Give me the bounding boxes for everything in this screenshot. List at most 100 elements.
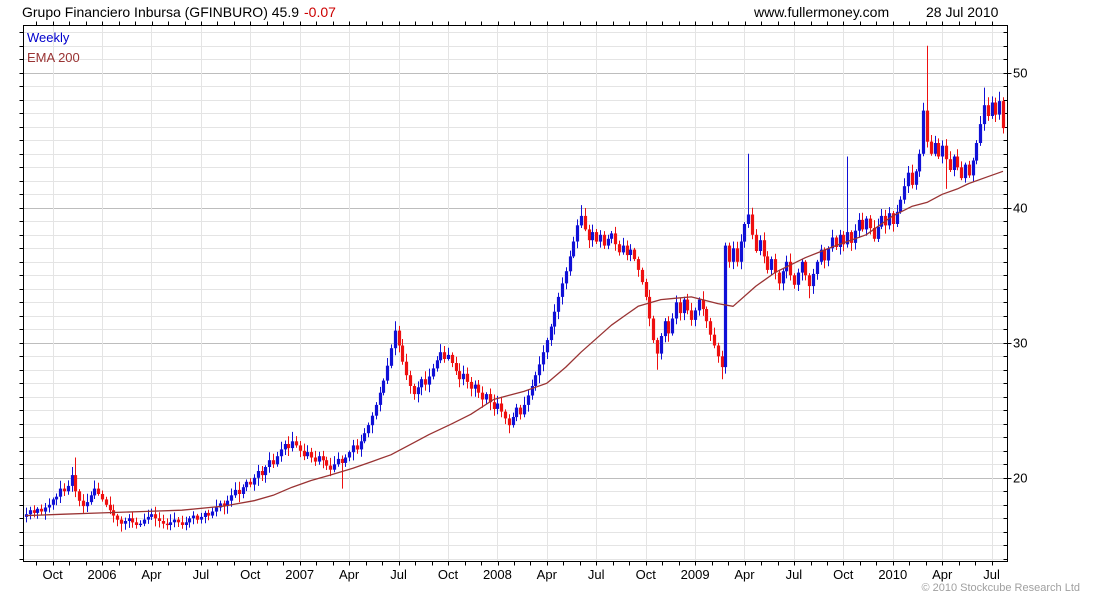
candle-body xyxy=(872,228,877,239)
candle-body xyxy=(727,245,732,262)
candle-body xyxy=(267,460,272,467)
candle-body xyxy=(130,518,135,523)
candle-body xyxy=(762,240,767,257)
candle-body xyxy=(822,249,827,261)
x-tick-label: Apr xyxy=(734,567,755,582)
candle-body xyxy=(465,373,470,382)
candle-body xyxy=(792,275,797,285)
candle-body xyxy=(933,143,938,154)
candle-body xyxy=(218,503,223,508)
candle-body xyxy=(195,515,200,520)
candle-body xyxy=(252,477,257,485)
y-tick-label: 40 xyxy=(1013,200,1027,215)
x-tick-label: Oct xyxy=(240,567,261,582)
candle-body xyxy=(819,249,824,262)
candle-body xyxy=(663,321,668,337)
candle-body xyxy=(256,471,261,478)
candle-body xyxy=(393,330,398,349)
x-tick-label: 2007 xyxy=(285,567,314,582)
candle-body xyxy=(803,261,808,276)
candle-body xyxy=(180,522,185,525)
candle-body xyxy=(940,145,945,157)
candle-body xyxy=(149,514,154,517)
candle-body xyxy=(321,456,326,461)
chart-date: 28 Jul 2010 xyxy=(926,4,999,20)
candle-body xyxy=(378,392,383,405)
candle-body xyxy=(898,199,903,212)
y-tick-labels: 20 30 40 50 xyxy=(1013,65,1027,485)
candle-body xyxy=(450,354,455,363)
candle-body xyxy=(351,445,356,453)
candle-body xyxy=(769,259,774,270)
candle-body xyxy=(788,261,793,276)
candle-body xyxy=(800,261,805,273)
candle-body xyxy=(362,433,367,442)
candle-body xyxy=(765,256,770,270)
candle-body xyxy=(408,375,413,386)
candle-body xyxy=(678,302,683,314)
candle-body xyxy=(849,232,854,243)
x-tick-label: Jul xyxy=(786,567,803,582)
candle-body xyxy=(583,215,588,230)
candle-body xyxy=(704,309,709,322)
candle-body xyxy=(495,403,500,409)
candle-body xyxy=(959,167,964,179)
candles xyxy=(24,45,1006,532)
candle-body xyxy=(708,321,713,335)
candle-body xyxy=(522,404,527,415)
website-text: www.fullermoney.com xyxy=(754,4,890,20)
y-tick-label: 50 xyxy=(1013,65,1027,80)
candle-body xyxy=(123,521,128,524)
legend-ema-label: EMA 200 xyxy=(27,50,80,65)
legend-weekly-label: Weekly xyxy=(27,30,70,45)
candle-body xyxy=(457,371,462,380)
candle-body xyxy=(613,233,618,245)
x-tick-label: Apr xyxy=(141,567,162,582)
candle-body xyxy=(971,160,976,176)
candle-body xyxy=(290,441,295,449)
candle-body xyxy=(305,452,310,457)
candle-body xyxy=(275,456,280,465)
candle-body xyxy=(233,489,238,496)
candle-body xyxy=(359,441,364,450)
candle-body xyxy=(241,487,246,494)
candle-body xyxy=(914,171,919,185)
candle-body xyxy=(807,275,812,287)
candle-body xyxy=(146,516,151,520)
candle-body xyxy=(206,512,211,516)
x-tick-label: Oct xyxy=(438,567,459,582)
x-tick-label: Jul xyxy=(193,567,210,582)
candle-body xyxy=(153,514,158,519)
candle-body xyxy=(419,379,424,388)
candle-body xyxy=(85,502,90,507)
candle-body xyxy=(104,499,109,505)
candle-body xyxy=(488,394,493,403)
candle-body xyxy=(28,510,33,515)
candle-body xyxy=(990,102,995,116)
candle-body xyxy=(666,321,671,334)
candle-body xyxy=(845,232,850,245)
candle-body xyxy=(887,213,892,226)
candle-body xyxy=(587,229,592,241)
candle-body xyxy=(225,500,230,507)
candle-body xyxy=(473,384,478,389)
candle-body xyxy=(32,510,37,513)
candle-body xyxy=(552,311,557,327)
candle-body xyxy=(670,318,675,334)
candle-body xyxy=(838,234,843,247)
x-tick-label: Jul xyxy=(390,567,407,582)
candle-body xyxy=(621,245,626,253)
candle-body xyxy=(948,159,953,170)
candle-body xyxy=(271,460,276,465)
x-tick-label: Oct xyxy=(42,567,63,582)
candle-body xyxy=(35,508,40,513)
candle-body xyxy=(530,386,535,396)
candle-body xyxy=(936,143,941,157)
candle-body xyxy=(560,283,565,297)
candle-body xyxy=(712,334,717,346)
candle-body xyxy=(203,512,208,517)
candle-body xyxy=(568,256,573,272)
candle-body xyxy=(286,444,291,449)
candle-body xyxy=(693,310,698,320)
